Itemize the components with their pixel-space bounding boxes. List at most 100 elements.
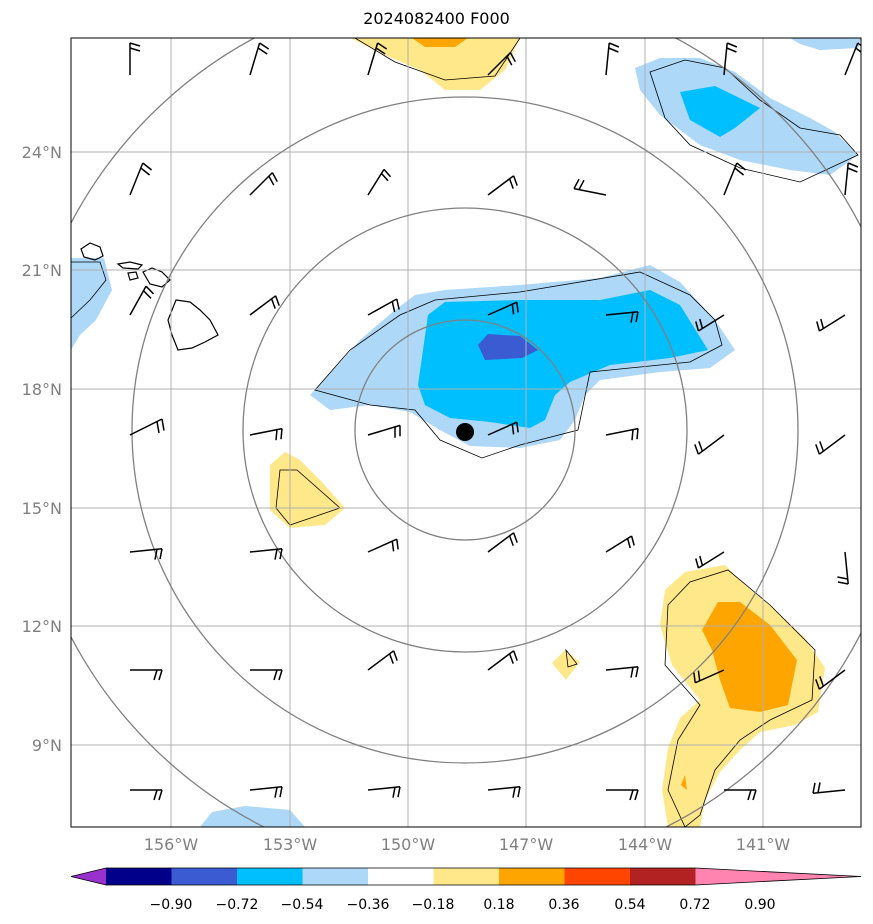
field-lr-orange <box>702 602 797 712</box>
wind-barb <box>129 42 141 75</box>
wind-barb <box>249 42 270 76</box>
wind-barbs <box>129 42 861 801</box>
shaded-field <box>71 38 861 827</box>
colorbar-segment <box>237 868 303 885</box>
colorbar-tick: −0.90 <box>150 897 193 913</box>
storm-center-marker <box>456 423 474 441</box>
wind-barb <box>249 427 283 441</box>
wind-barb <box>605 666 639 678</box>
wind-barb <box>693 669 725 684</box>
wind-barb <box>130 789 163 801</box>
colorbar-segment <box>171 868 238 885</box>
lat-label: 9°N <box>32 736 62 755</box>
island-big <box>167 299 219 351</box>
colorbar-tick: 0.90 <box>744 897 775 913</box>
wind-barb <box>249 295 280 316</box>
colorbar-ticks: −0.90 −0.72 −0.54 −0.36 −0.18 0.18 0.36 … <box>150 897 776 913</box>
colorbar-extend-high <box>695 868 861 885</box>
wind-barb <box>723 162 747 196</box>
wind-barb <box>606 789 639 801</box>
lat-label: 24°N <box>22 143 62 162</box>
island-molokai <box>127 271 139 281</box>
wind-barb <box>129 162 153 196</box>
colorbar-segment <box>499 868 565 885</box>
lat-label: 21°N <box>22 261 62 280</box>
wind-barb <box>367 786 401 798</box>
wind-barb <box>367 424 401 438</box>
wind-barb <box>837 551 849 585</box>
colorbar-tick: −0.36 <box>347 897 390 913</box>
wind-barb <box>487 421 519 436</box>
field-top-orange <box>412 38 468 47</box>
lon-label: 156°W <box>144 835 199 854</box>
colorbar-segment <box>433 868 500 885</box>
field-tr-deep <box>680 86 760 137</box>
hawaii-coastline <box>80 242 219 351</box>
wind-barb <box>812 782 846 794</box>
wind-barb <box>816 314 846 332</box>
wind-barb <box>367 168 392 196</box>
wind-barb <box>367 538 399 553</box>
colorbar-segment <box>302 868 369 885</box>
colorbar-tick: 0.54 <box>614 897 645 913</box>
wind-barb <box>249 548 283 560</box>
island-oahu <box>116 261 144 270</box>
colorbar-segment <box>106 868 172 885</box>
colorbar-tick: −0.18 <box>412 897 455 913</box>
range-ring-1 <box>354 319 576 541</box>
colorbar-tick: 0.18 <box>483 897 514 913</box>
field-center-deep <box>418 290 708 428</box>
range-ring-2 <box>242 207 688 653</box>
wind-barb <box>695 551 725 569</box>
wind-barb <box>815 434 846 455</box>
colorbar-extend-low <box>71 868 106 885</box>
wind-barb <box>249 172 278 196</box>
colorbar-tick: −0.54 <box>281 897 324 913</box>
contour-lines <box>71 38 859 827</box>
wind-barb <box>367 298 400 316</box>
lon-label: 153°W <box>263 835 318 854</box>
lat-label: 15°N <box>22 499 62 518</box>
wind-barb <box>605 535 635 553</box>
lon-label: 150°W <box>381 835 436 854</box>
colorbar-outline <box>70 867 862 886</box>
wind-barb <box>367 42 388 76</box>
wind-barb <box>573 178 607 196</box>
field-lr-small-orange <box>681 775 687 790</box>
wind-barb <box>844 42 861 76</box>
latitude-labels: 24°N 21°N 18°N 15°N 12°N 9°N <box>22 143 62 755</box>
lat-label: 18°N <box>22 380 62 399</box>
wind-barb <box>723 42 738 76</box>
field-left-yellow <box>270 452 345 528</box>
colorbar-segment <box>564 868 631 885</box>
wind-barb <box>487 532 518 553</box>
wind-barb <box>129 548 163 560</box>
map-frame <box>70 37 862 828</box>
wind-barb <box>487 175 518 196</box>
colorbar-segment <box>630 868 696 885</box>
lon-label: 147°W <box>499 835 554 854</box>
colorbar <box>70 867 862 886</box>
wind-barb <box>605 427 639 441</box>
field-left-blue <box>71 258 112 350</box>
wind-barb <box>487 786 521 798</box>
wind-barb <box>695 314 725 332</box>
lon-label: 144°W <box>618 835 673 854</box>
wind-barb <box>367 650 398 671</box>
field-tr-corner <box>790 38 861 50</box>
wind-barb <box>129 418 165 436</box>
colorbar-tick: 0.72 <box>679 897 710 913</box>
wind-barb <box>605 42 620 76</box>
field-bottom-blue <box>200 806 305 827</box>
range-ring-3 <box>131 96 799 764</box>
island-maui <box>142 267 171 288</box>
wind-barb <box>694 434 725 455</box>
field-center-royal <box>478 334 538 360</box>
colorbar-tick: −0.72 <box>216 897 259 913</box>
gridlines <box>71 38 861 827</box>
wind-barb <box>129 285 155 316</box>
wind-barb <box>815 669 846 690</box>
lon-label: 141°W <box>736 835 791 854</box>
wind-barb <box>487 52 516 76</box>
